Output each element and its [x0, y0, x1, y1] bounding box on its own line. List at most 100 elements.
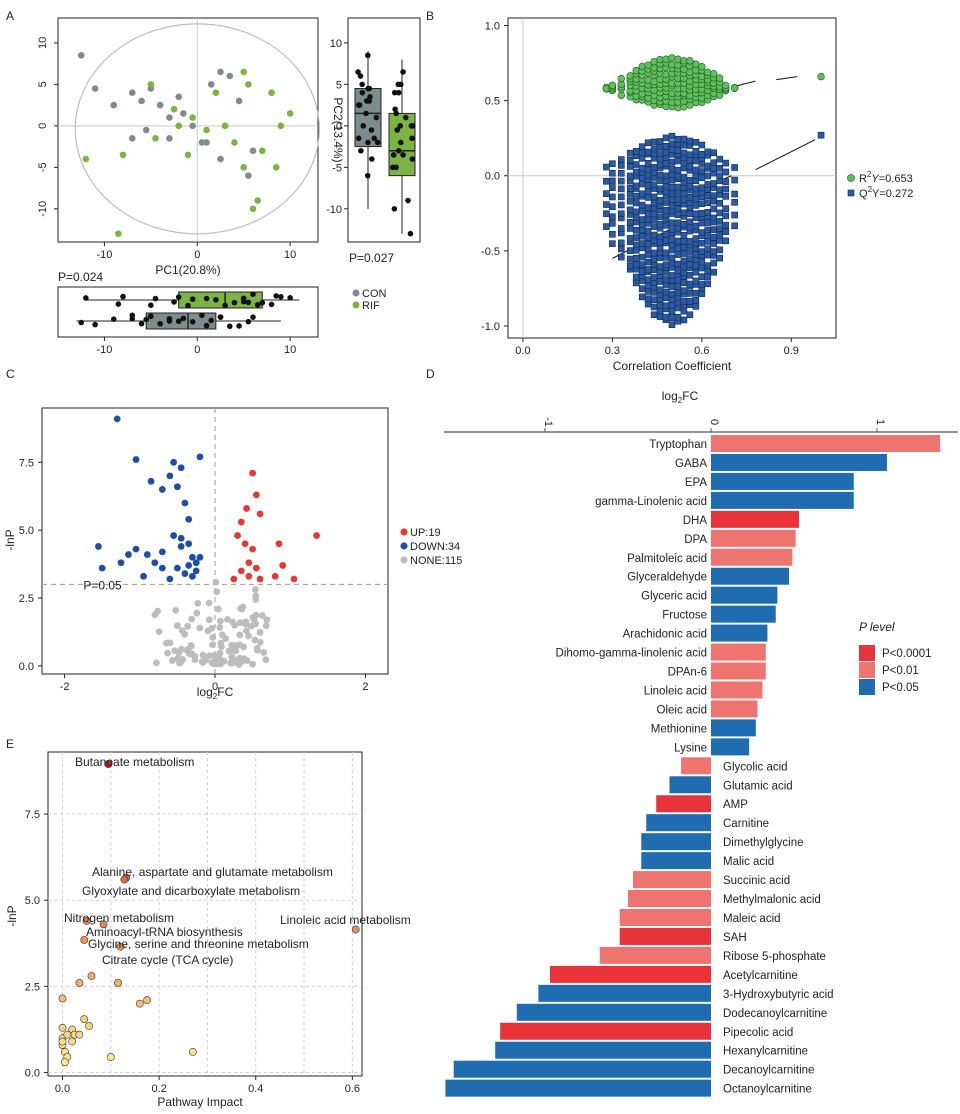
boxplot-y-point: [368, 156, 375, 162]
pathway-point-labeled: [120, 875, 129, 884]
bar: [619, 927, 711, 945]
q2y-point: [650, 274, 658, 281]
q2y-point: [692, 289, 700, 297]
volcano-point-down: [132, 456, 140, 463]
q2y-point: [650, 138, 658, 146]
bar: [549, 965, 711, 983]
q2y-point: [644, 182, 652, 189]
legend-dot-rif: [352, 301, 360, 309]
q2y-point: [686, 137, 694, 145]
q2y-point: [674, 251, 682, 258]
pathway-point: [58, 1023, 67, 1032]
volcano-point-none: [210, 660, 218, 668]
boxplot-y-point: [365, 85, 371, 92]
q2y-point: [674, 283, 682, 290]
q2y-point: [603, 163, 610, 171]
q2y-point: [680, 232, 688, 239]
volcano-point-none: [252, 586, 259, 593]
q2y-point: [656, 177, 664, 184]
r2y-point: [721, 81, 730, 90]
q2y-point: [674, 147, 682, 154]
q2y-point: [668, 226, 676, 233]
volcano-point-none: [251, 636, 259, 644]
q2y-point: [668, 190, 676, 198]
q2y-point: [626, 262, 634, 270]
q2y-point: [698, 168, 706, 175]
volcano-point-down: [151, 559, 159, 567]
q2y-point: [710, 192, 718, 200]
pca-point-rif: [184, 151, 192, 159]
bar: [500, 1022, 711, 1040]
volcano-point-none: [155, 628, 163, 635]
q2y-point: [716, 186, 724, 194]
volcano-point-up: [279, 562, 287, 569]
bar-label: Tryptophan: [649, 439, 707, 451]
q2y-point: [680, 209, 688, 217]
q2y-point: [638, 293, 646, 301]
q2y-point: [618, 162, 625, 169]
volcano-point-down: [185, 562, 193, 569]
boxplot-y-point: [365, 139, 371, 146]
q2y-point: [656, 171, 664, 179]
boxplot-x-point: [120, 293, 126, 300]
q2y-point: [656, 302, 664, 309]
boxplot-y-point: [400, 152, 406, 158]
volcano-point-none: [260, 649, 268, 656]
q2y-point: [692, 166, 700, 174]
volcano-point-down: [173, 564, 181, 572]
boxplot-y-point: [374, 139, 381, 146]
bar-label: Glycolic acid: [723, 761, 788, 773]
r2y-point: [710, 70, 718, 78]
q2y-point: [704, 172, 712, 180]
q2y-point: [644, 288, 652, 295]
q2y-point: [698, 219, 706, 227]
boxplot-x-point: [199, 312, 205, 319]
pca-point-con: [175, 93, 183, 101]
q2y-point: [626, 235, 634, 242]
q2y-point: [638, 164, 646, 172]
pca-point-rif: [231, 139, 238, 146]
q2y-point: [668, 176, 676, 184]
pca-point-rif: [272, 164, 280, 171]
boxplot-x-point: [189, 296, 196, 302]
q2y-point: [638, 240, 646, 247]
boxplot-x-point: [236, 323, 242, 329]
q2y-point: [644, 188, 652, 195]
x-tick-label: 0.4: [248, 1083, 263, 1095]
pca-point-con: [226, 72, 234, 80]
q2y-point: [680, 279, 688, 286]
q2y-point: [710, 205, 718, 213]
volcano-point-none: [236, 641, 244, 649]
q2y-point: [692, 235, 700, 242]
volcano-point-none: [204, 627, 212, 635]
volcano-point-none: [228, 659, 236, 667]
q2y-point: [668, 146, 676, 153]
volcano-point-none: [252, 611, 260, 619]
pca-point-con: [156, 101, 164, 109]
x-tick-label: 0.9: [784, 345, 799, 357]
volcano-point-none: [176, 659, 183, 667]
q2y-point: [638, 268, 646, 275]
pathway-point: [114, 979, 122, 987]
boxplot-y-point: [402, 114, 409, 121]
confidence-ellipse: [74, 23, 320, 235]
volcano-point-up: [249, 469, 257, 477]
boxplot-x-point: [203, 295, 210, 302]
q2y-point: [656, 138, 664, 145]
q2y-point: [632, 168, 640, 176]
volcano-point-none: [184, 622, 192, 630]
q2y-point: [638, 174, 646, 182]
bar: [656, 795, 711, 813]
q2y-point: [618, 177, 625, 185]
q2y-point: [716, 246, 724, 254]
pathway-point: [189, 1047, 197, 1056]
q2y-point: [710, 149, 718, 157]
bar-label: Ribose 5-phosphate: [723, 951, 826, 963]
q2y-point: [609, 230, 616, 238]
q2y-point: [692, 210, 700, 218]
q2y-point: [609, 160, 616, 168]
bar: [711, 624, 768, 642]
r2y-point: [686, 57, 694, 65]
pca-point-con: [110, 101, 118, 109]
bar-label: Glutamic acid: [723, 780, 793, 792]
